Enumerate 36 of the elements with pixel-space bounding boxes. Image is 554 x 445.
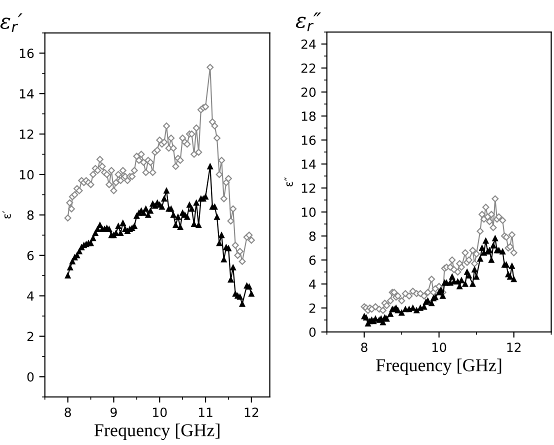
y-tick-label: 12	[302, 183, 316, 193]
x-tick-label: 8	[64, 408, 71, 418]
y-tick-label: 8	[309, 231, 316, 241]
y-tick-label: 2	[309, 303, 316, 313]
chart-title: ε$_{r}$′	[0, 13, 22, 32]
y-tick-label: 14	[302, 160, 316, 169]
y-tick-label: 4	[27, 291, 34, 301]
y-tick-label: 14	[20, 89, 34, 98]
y-tick-label: 12	[20, 130, 34, 139]
y-tick-label: 0	[27, 372, 34, 382]
chart-title: ε$_{r}$″	[296, 12, 322, 32]
x-tick-label: 12	[244, 408, 258, 417]
y-tick-label: 6	[309, 255, 316, 265]
y-tick-label: 18	[302, 111, 316, 121]
x-axis-title: Frequency [GHz]	[376, 358, 502, 376]
y-tick-label: 8	[27, 210, 34, 220]
x-tick-label: 12	[507, 342, 521, 352]
x-tick-label: 8	[361, 342, 368, 352]
y-tick-label: 2	[27, 332, 34, 342]
x-tick-label: 10	[153, 408, 167, 418]
y-tick-label: 20	[301, 88, 316, 97]
y-tick-label: 10	[302, 207, 316, 217]
x-tick-label: 11	[198, 408, 212, 417]
x-tick-label: 9	[110, 408, 117, 418]
y-tick-label: 4	[309, 280, 316, 289]
x-tick-label: 10	[432, 342, 446, 352]
x-axis-title: Frequency [GHz]	[94, 424, 220, 440]
y-tick-label: 6	[27, 250, 34, 260]
y-tick-label: 16	[302, 135, 316, 145]
y-tick-label: 0	[309, 327, 316, 337]
y-tick-label: 24	[301, 40, 316, 49]
y-tick-label: 22	[301, 64, 316, 73]
y-tick-label: 10	[20, 170, 34, 180]
y-tick-label: 16	[20, 48, 34, 58]
y-axis-title: ε″	[284, 177, 293, 186]
y-axis-title: ε′	[2, 210, 11, 218]
